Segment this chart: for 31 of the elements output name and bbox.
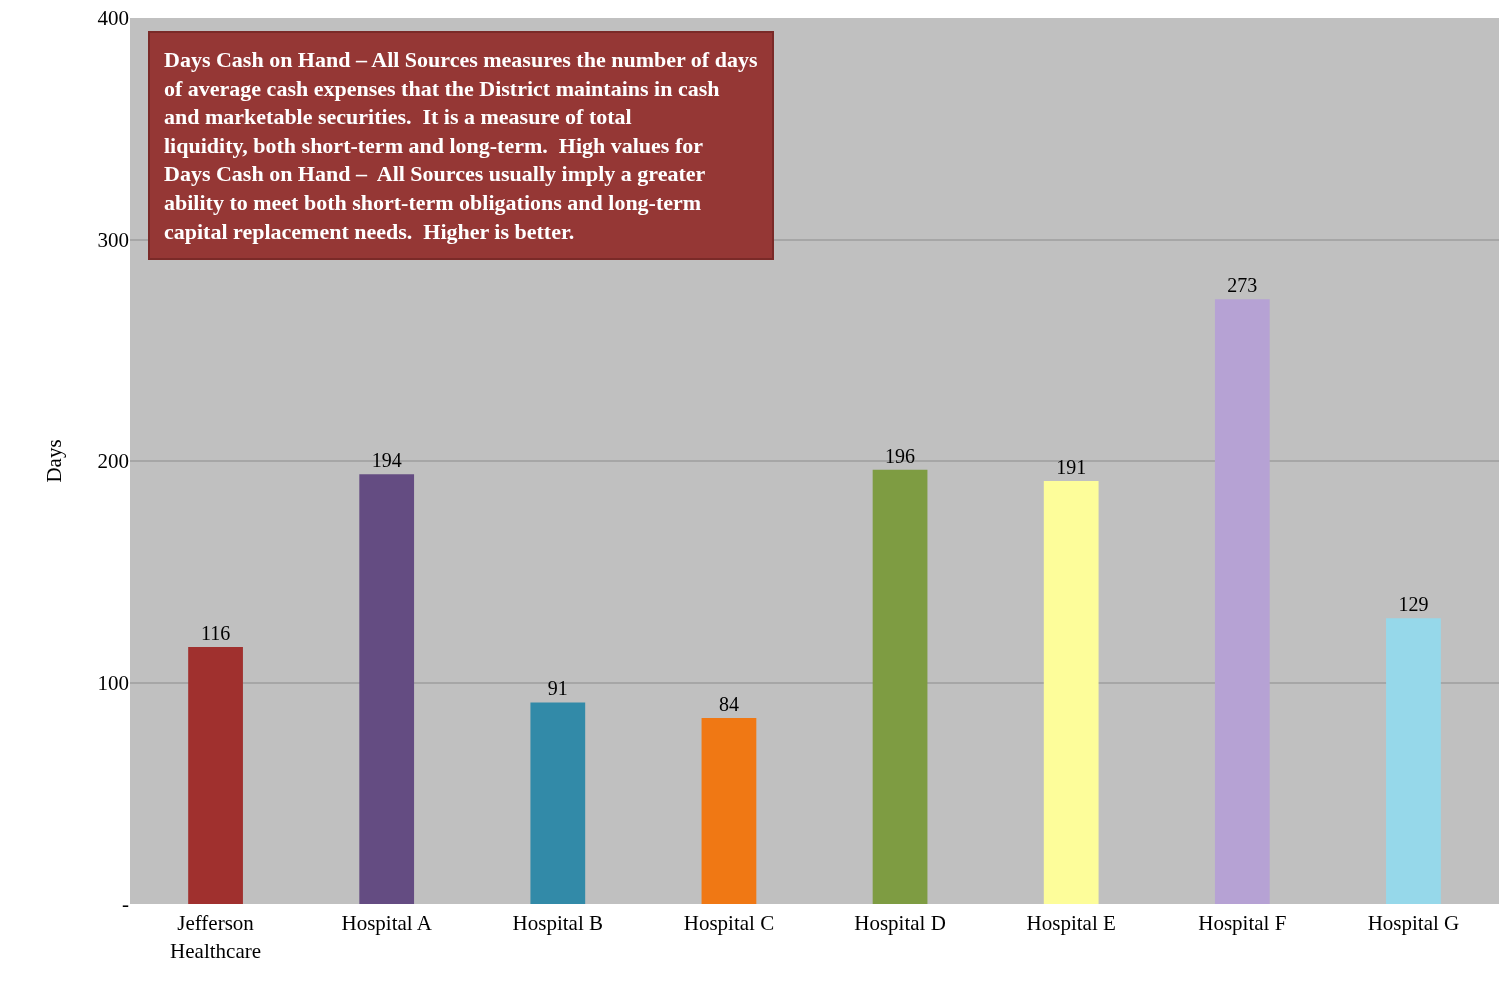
bar	[1386, 618, 1441, 904]
x-tick-label: Hospital B	[512, 911, 604, 936]
x-tick-label: Jefferson Healthcare	[170, 911, 262, 963]
y-tick-label: 100	[97, 670, 129, 695]
data-label: 194	[371, 449, 402, 472]
data-label: 129	[1398, 593, 1429, 616]
y-tick-label: -	[122, 892, 129, 917]
x-tick-label: Hospital F	[1198, 911, 1287, 936]
x-tick-label: Hospital G	[1367, 911, 1460, 936]
bar	[530, 702, 586, 904]
bar	[1043, 480, 1099, 904]
x-tick-label: Hospital E	[1026, 911, 1116, 936]
bar	[188, 647, 243, 904]
data-label: 116	[200, 622, 231, 645]
data-label: 273	[1227, 274, 1258, 297]
bar	[701, 717, 757, 904]
data-label: 191	[1056, 455, 1087, 478]
bar	[359, 474, 415, 904]
y-tick-label: 200	[97, 449, 129, 474]
y-tick-label: 300	[97, 227, 129, 252]
data-label: 196	[885, 444, 916, 467]
x-tick-label: Hospital A	[341, 911, 433, 936]
bar	[872, 469, 928, 904]
y-axis-title: Days	[41, 439, 66, 483]
data-label: 84	[718, 692, 739, 715]
y-tick-label: 400	[97, 6, 129, 31]
annotation: Days Cash on Hand – All Sources measures the number of days of average cash expenses that the District maintains in cash and marketable securities. It is a measure of total liquidity, both short-term and long-term. High values for Days Cash on Hand – All Sources usually imply a greater ability to meet both short-term obligations and long-term capital replacement needs. Higher is better.	[164, 47, 758, 244]
x-tick-label: Hospital D	[854, 911, 946, 936]
x-tick-label: Hospital C	[683, 911, 775, 936]
data-label: 91	[547, 677, 568, 700]
bar	[1214, 299, 1270, 904]
